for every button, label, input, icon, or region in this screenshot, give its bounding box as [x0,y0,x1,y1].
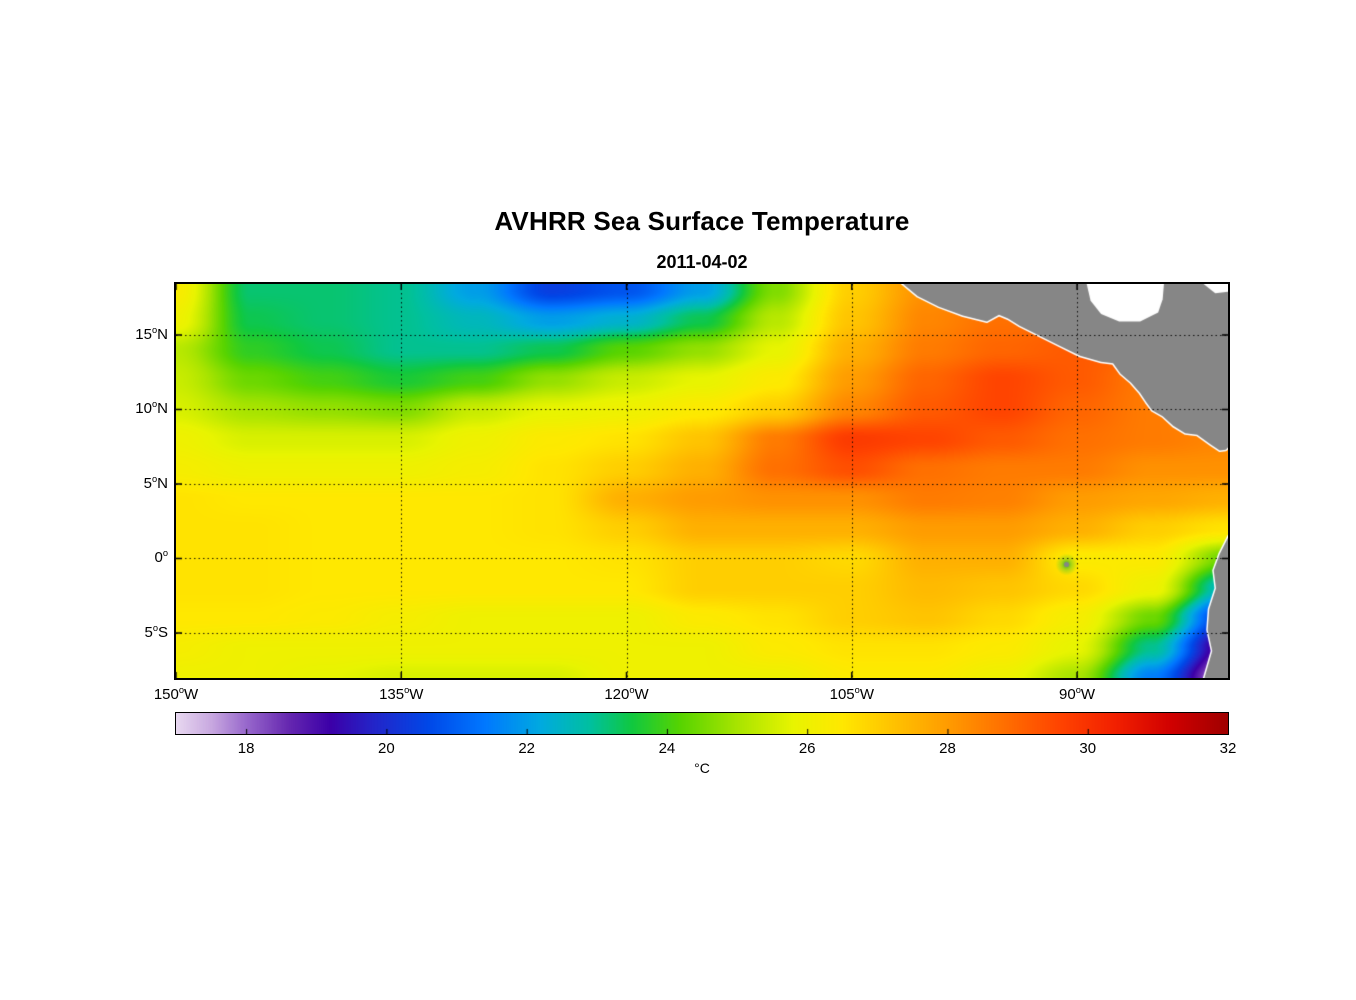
y-tick-label: 5oS [144,622,168,641]
y-tick-label: 15oN [135,324,168,343]
y-tick-label: 5oN [143,473,168,492]
colorbar-tick-label: 32 [1219,740,1237,757]
y-tick-label: 0o [154,548,168,567]
colorbar-tick-label: 24 [658,740,676,757]
chart-title: AVHRR Sea Surface Temperature [494,206,910,236]
sst-map-canvas [176,284,1228,678]
x-tick-label: 150oW [153,685,199,703]
x-tick-label: 120oW [604,685,649,703]
colorbar-tick-label: 26 [798,740,816,757]
colorbar-tick-label: 18 [237,740,255,757]
chart-subtitle: 2011-04-02 [656,252,748,272]
colorbar-tick-label: 28 [939,740,956,757]
x-tick-label: 90oW [1059,685,1096,703]
colorbar-canvas [176,713,1228,734]
x-tick-label: 135oW [379,685,424,703]
colorbar-tick-label: 20 [378,740,395,757]
colorbar [175,712,1229,735]
colorbar-tick-label: 30 [1079,740,1097,757]
colorbar-units-label: °C [694,760,710,776]
colorbar-tick-label: 22 [518,740,535,757]
x-tick-label: 105oW [829,685,874,703]
y-tick-label: 10oN [135,399,168,418]
